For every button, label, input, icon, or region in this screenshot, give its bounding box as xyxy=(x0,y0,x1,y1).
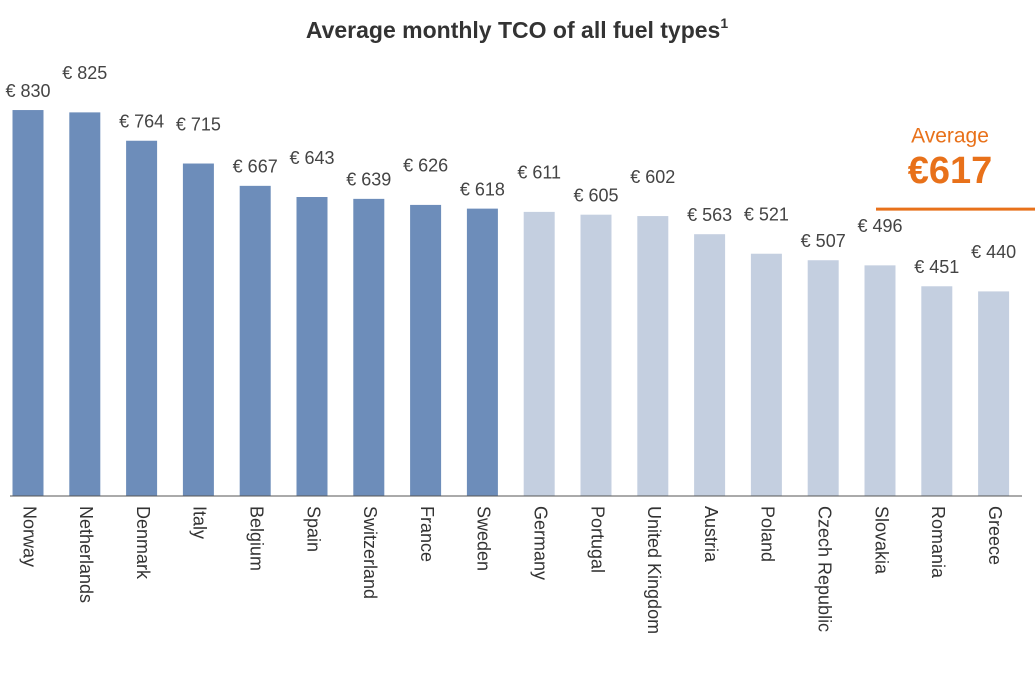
x-tick-label: Switzerland xyxy=(360,506,380,599)
x-tick-label: Belgium xyxy=(246,506,266,571)
x-tick-label: Romania xyxy=(928,506,948,579)
bar xyxy=(807,260,839,496)
bar xyxy=(296,197,328,496)
bar xyxy=(466,208,498,496)
value-label: € 764 xyxy=(119,111,164,131)
value-label: € 825 xyxy=(62,63,107,83)
x-tick-label: Greece xyxy=(985,506,1005,565)
value-label: € 521 xyxy=(744,204,789,224)
x-tick-label: France xyxy=(417,506,437,562)
title-superscript: 1 xyxy=(720,15,728,31)
bar xyxy=(750,253,782,496)
bar xyxy=(523,211,555,496)
x-tick-label: Poland xyxy=(758,506,778,562)
x-tick-label: Italy xyxy=(190,506,210,539)
x-tick-label: Portugal xyxy=(587,506,607,573)
bar xyxy=(580,214,612,497)
value-label: € 830 xyxy=(5,81,50,101)
value-label: € 618 xyxy=(460,179,505,199)
x-tick-label: Sweden xyxy=(474,506,494,571)
x-tick-label: Czech Republic xyxy=(814,506,834,632)
bar xyxy=(637,216,669,496)
value-label: € 563 xyxy=(687,205,732,225)
value-label: € 643 xyxy=(289,148,334,168)
average-value: €617 xyxy=(908,150,993,192)
average-label: Average xyxy=(911,125,989,148)
bar xyxy=(182,163,214,496)
value-label: € 611 xyxy=(517,163,561,183)
value-label: € 626 xyxy=(403,156,448,176)
bar xyxy=(410,204,442,496)
x-tick-label: Norway xyxy=(19,506,39,567)
value-label: € 602 xyxy=(630,167,675,187)
bar xyxy=(12,110,44,497)
x-tick-label: Denmark xyxy=(133,506,153,580)
bar xyxy=(69,112,101,496)
value-label: € 451 xyxy=(914,257,959,277)
value-label: € 496 xyxy=(857,216,902,236)
bar xyxy=(239,185,271,496)
value-label: € 715 xyxy=(176,114,221,134)
bar xyxy=(694,234,726,496)
x-tick-label: Spain xyxy=(303,506,323,552)
bar xyxy=(126,140,158,497)
title-text: Average monthly TCO of all fuel types xyxy=(306,17,721,43)
x-tick-label: Germany xyxy=(530,506,550,580)
x-tick-label: Netherlands xyxy=(76,506,96,603)
bar xyxy=(978,291,1010,496)
chart-title: Average monthly TCO of all fuel types1 xyxy=(306,15,729,43)
value-label: € 667 xyxy=(233,157,278,177)
value-label: € 440 xyxy=(971,242,1016,262)
value-label: € 639 xyxy=(346,170,391,190)
bar xyxy=(921,286,953,496)
value-label: € 507 xyxy=(801,231,846,251)
value-label: € 605 xyxy=(573,185,618,205)
bar xyxy=(353,198,385,497)
x-tick-label: Austria xyxy=(701,506,721,563)
x-tick-label: Slovakia xyxy=(871,506,891,575)
bar xyxy=(864,265,896,496)
x-tick-label: United Kingdom xyxy=(644,506,664,634)
